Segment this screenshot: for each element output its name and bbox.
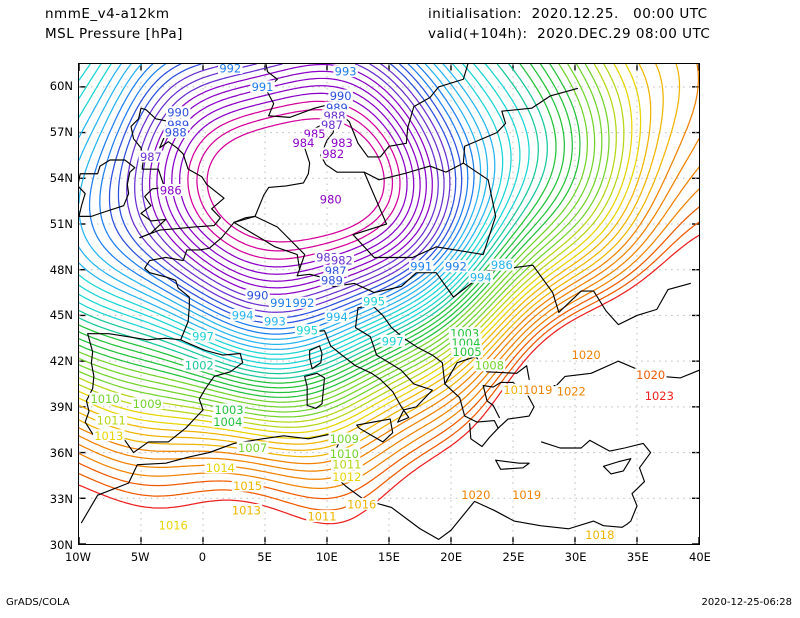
- latitude-tick: 51N: [49, 216, 73, 231]
- latitude-tick: 60N: [49, 78, 73, 93]
- longitude-tick: 5E: [257, 550, 272, 564]
- contour-label: 1020: [572, 348, 601, 362]
- longitude-tick: 10W: [64, 550, 91, 564]
- contour-label: 987: [140, 150, 162, 164]
- contour-label: 1013: [94, 429, 123, 443]
- contour-label: 997: [382, 334, 404, 348]
- contour-label: 990: [167, 106, 189, 120]
- longitude-tick: 10E: [315, 550, 338, 564]
- contour-label: 1016: [159, 519, 188, 533]
- contour-label: 1012: [332, 470, 361, 484]
- contour-label: 1010: [330, 447, 359, 461]
- contour-label: 983: [331, 136, 353, 150]
- valid-time: valid(+104h): 2020.DEC.29 08:00 UTC: [428, 26, 711, 42]
- initialisation-time: initialisation: 2020.12.25. 00:00 UTC: [428, 6, 708, 22]
- contour-label: 1005: [453, 345, 482, 359]
- contour-label: 982: [322, 147, 344, 161]
- contour-label: 993: [264, 315, 286, 329]
- contour-label: 988: [165, 126, 187, 140]
- contour-label: 1011: [307, 510, 336, 524]
- contour-label: 992: [293, 296, 315, 310]
- longitude-tick: 25E: [502, 550, 525, 564]
- latitude-tick: 42N: [49, 354, 73, 369]
- contour-label: 1023: [645, 389, 674, 403]
- contour-label: 1002: [185, 359, 214, 373]
- latitude-tick: 57N: [49, 124, 73, 139]
- contour-label: 1019: [523, 383, 552, 397]
- pressure-contour-map: 9929919909899889879869939909899889879859…: [79, 64, 699, 544]
- contour-label: 1014: [206, 461, 235, 475]
- contour-label: 991: [410, 260, 432, 274]
- contour-label: 991: [270, 296, 292, 310]
- contour-label: 994: [470, 270, 492, 284]
- contour-label: 986: [160, 183, 182, 197]
- field-title: MSL Pressure [hPa]: [45, 26, 183, 42]
- latitude-tick: 54N: [49, 170, 73, 185]
- contour-label: 1020: [461, 488, 490, 502]
- contour-label: 990: [330, 89, 352, 103]
- contour-label: 994: [232, 308, 254, 322]
- credit-label: GrADS/COLA: [6, 597, 70, 608]
- contour-label: 1022: [557, 385, 586, 399]
- latitude-tick: 45N: [49, 308, 73, 323]
- contour-label: 995: [296, 324, 318, 338]
- model-title: nmmE_v4-a12km: [45, 6, 170, 22]
- contour-label: 991: [252, 80, 274, 94]
- contour-label: 986: [491, 258, 513, 272]
- contour-label: 1010: [90, 392, 119, 406]
- contour-label: 995: [363, 295, 385, 309]
- longitude-tick: 30E: [564, 550, 587, 564]
- longitude-tick: 35E: [626, 550, 649, 564]
- contour-label: 1015: [233, 479, 262, 493]
- map-plot-area: 992 991 990 989 988 987 986 993 990 989 988 987 985 9…: [78, 63, 700, 545]
- contour-label: 984: [293, 136, 315, 150]
- contour-label: 1008: [475, 359, 504, 373]
- contour-label: 982: [331, 254, 353, 268]
- contour-label: 992: [219, 64, 241, 76]
- render-timestamp: 2020-12-25-06:28: [701, 597, 792, 608]
- latitude-tick: 48N: [49, 262, 73, 277]
- contour-label: 1011: [332, 458, 361, 472]
- contour-label: 1016: [347, 497, 376, 511]
- contour-label: 1009: [133, 397, 162, 411]
- contour-label: 994: [326, 310, 348, 324]
- latitude-tick: 36N: [49, 446, 73, 461]
- latitude-tick: 33N: [49, 492, 73, 507]
- contour-label: 1018: [585, 528, 614, 542]
- grid-lines: [79, 64, 699, 544]
- contour-label: 997: [192, 330, 214, 344]
- contour-label: 1013: [232, 503, 261, 517]
- contour-label: 990: [247, 289, 269, 303]
- contour-label: 1019: [512, 488, 541, 502]
- contour-label: 1020: [636, 368, 665, 382]
- longitude-tick: 20E: [440, 550, 463, 564]
- contour-label: 1004: [213, 415, 242, 429]
- contour-label: 980: [320, 193, 342, 207]
- contour-label: 1007: [238, 441, 267, 455]
- longitude-tick: 40E: [689, 550, 711, 564]
- longitude-tick: 0: [198, 550, 207, 564]
- contour-label: 1009: [330, 432, 359, 446]
- latitude-tick: 30N: [49, 538, 73, 552]
- contour-labels: 9929919909899889879869939909899889879859…: [89, 64, 676, 542]
- pressure-contours: [79, 64, 699, 525]
- contour-label: 989: [321, 273, 343, 287]
- longitude-tick: 15E: [378, 550, 400, 564]
- longitude-tick: 5W: [130, 550, 150, 564]
- contour-label: 1011: [97, 414, 126, 428]
- contour-label: 992: [445, 260, 467, 274]
- contour-label: 1003: [214, 403, 243, 417]
- latitude-tick: 39N: [49, 400, 73, 415]
- coastlines: [79, 64, 699, 540]
- contour-label: 993: [335, 65, 357, 79]
